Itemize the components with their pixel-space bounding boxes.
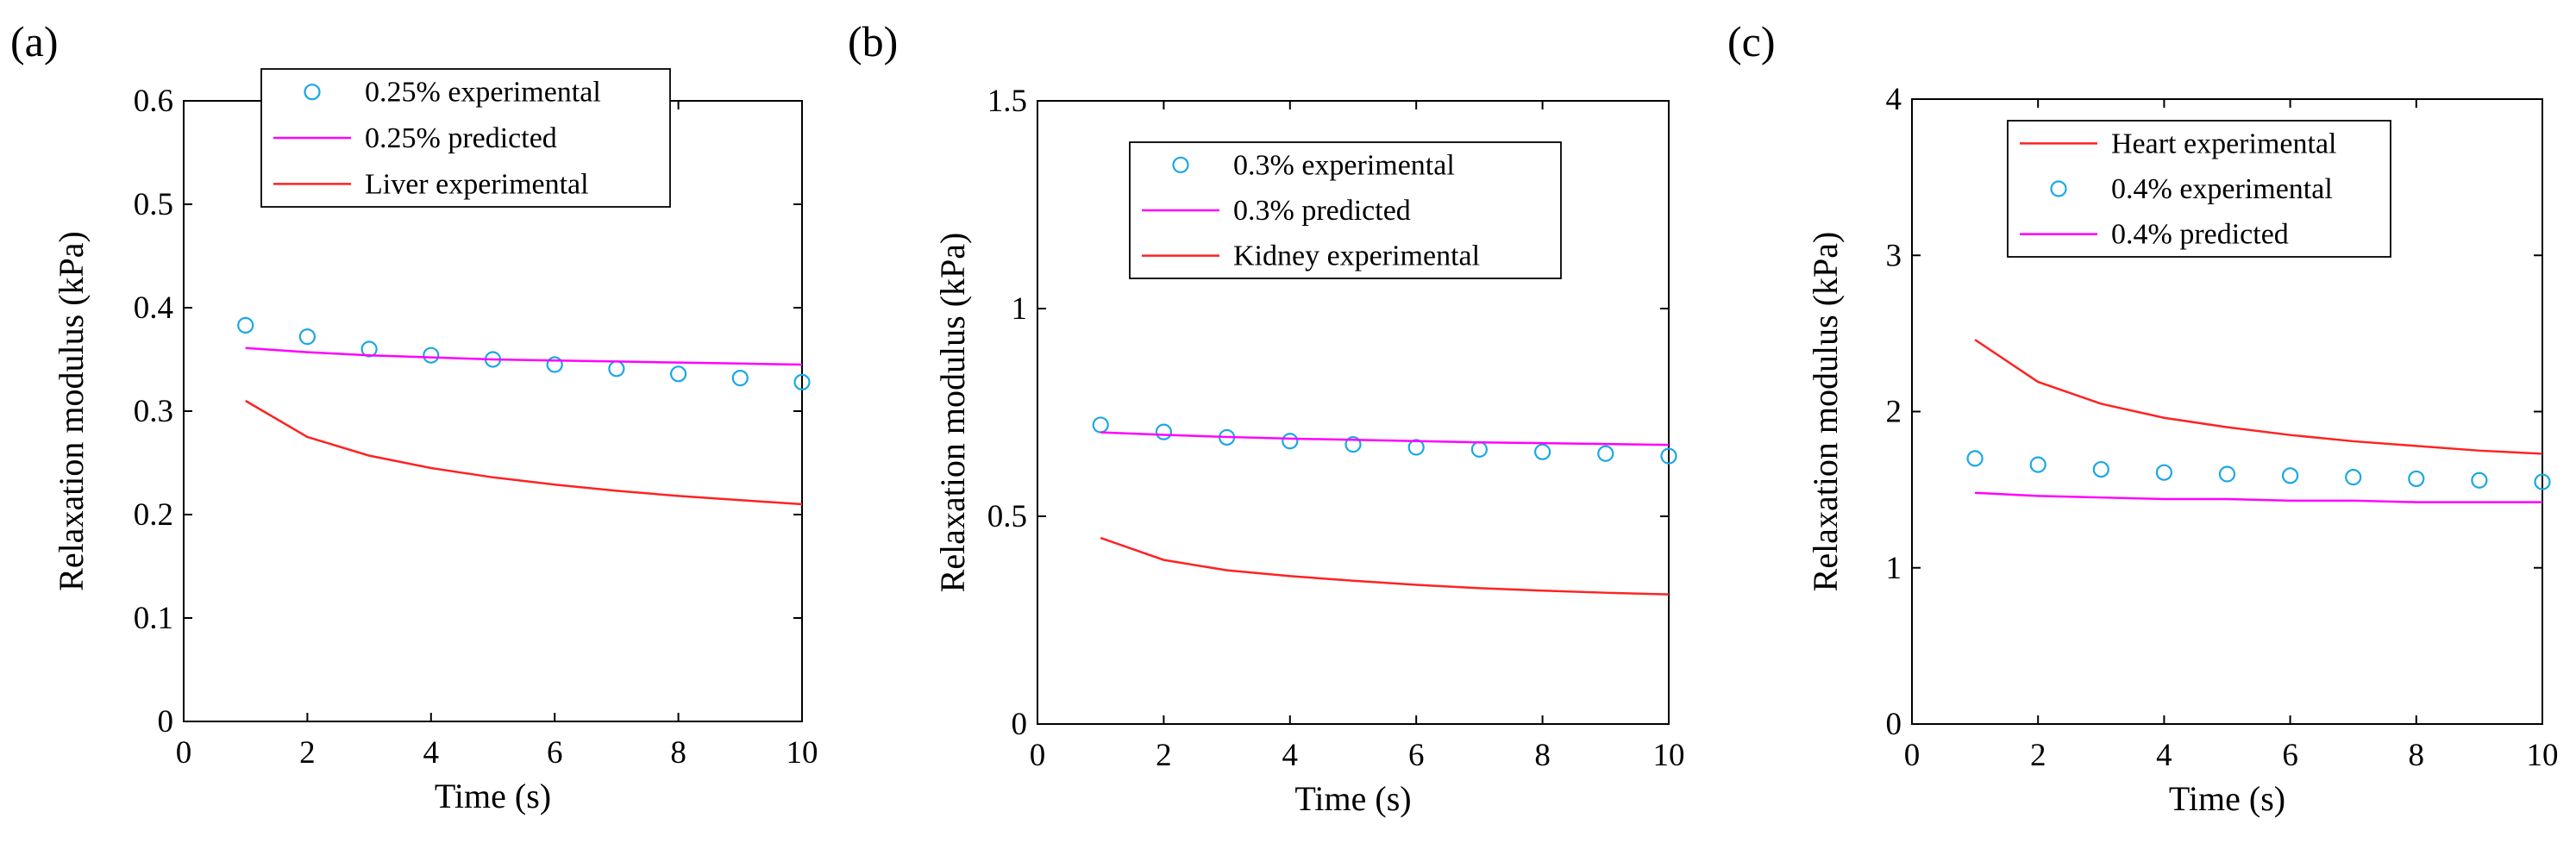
x-tick-label: 6 [1408, 738, 1425, 773]
y-tick-label: 0.5 [987, 499, 1027, 534]
panel-b: (b) 0 2 4 6 8 10 0 0.5 1 1.5 Time (s) Relaxation mod… [848, 17, 1685, 818]
panel-letter: (a) [10, 17, 59, 66]
data-point-0-25-experimental [360, 340, 378, 358]
data-point-0-25-experimental [423, 346, 440, 364]
series-line-0-25-predicted [245, 346, 803, 366]
y-tick-label: 1 [1886, 551, 1902, 586]
x-tick-label: 6 [547, 735, 563, 771]
legend-label: 0.3% predicted [1233, 195, 1411, 227]
x-tick-label: 8 [670, 735, 686, 771]
y-tick-label: 0.3 [134, 394, 173, 429]
x-tick-label: 4 [1282, 738, 1299, 773]
x-tick-label: 2 [2030, 738, 2046, 773]
y-axis-label: Relaxation modulus (kPa) [52, 231, 91, 591]
series-line-heart-experimental [1974, 339, 2543, 455]
y-tick-label: 0.4 [134, 290, 173, 326]
legend-swatch-marker [304, 84, 321, 101]
y-tick-label: 0.1 [134, 601, 173, 636]
y-tick-label: 1 [1012, 291, 1028, 327]
data-point-0-25-experimental [793, 373, 811, 390]
x-tick-label: 10 [1653, 738, 1685, 773]
data-point-0-4-experimental [2534, 473, 2551, 490]
x-tick-label: 2 [299, 735, 316, 771]
x-tick-label: 0 [1030, 738, 1046, 773]
data-point-0-4-experimental [2345, 469, 2362, 486]
data-point-0-4-experimental [2471, 471, 2488, 489]
legend-label: 0.25% experimental [365, 77, 601, 109]
y-tick-label: 1.5 [987, 84, 1027, 119]
data-point-0-3-experimental [1533, 443, 1551, 460]
y-tick-label: 0.5 [134, 187, 173, 222]
x-tick-label: 0 [176, 735, 192, 771]
legend-label: 0.4% predicted [2111, 219, 2289, 251]
data-point-0-25-experimental [608, 360, 625, 378]
data-point-0-3-experimental [1344, 436, 1362, 453]
x-tick-label: 6 [2282, 738, 2298, 773]
data-point-0-4-experimental [1966, 450, 1984, 467]
y-axis-label: Relaxation modulus (kPa) [933, 233, 972, 593]
x-tick-label: 0 [1904, 738, 1921, 773]
data-point-0-3-experimental [1155, 423, 1173, 440]
panel-letter: (b) [848, 17, 898, 66]
data-point-0-4-experimental [2218, 465, 2236, 483]
data-point-0-25-experimental [731, 370, 749, 387]
legend-label: 0.4% experimental [2111, 173, 2333, 205]
y-tick-label: 0 [158, 704, 174, 740]
x-axis-label: Time (s) [1294, 779, 1411, 818]
series-line-liver-experimental [245, 399, 803, 506]
legend-label: Heart experimental [2111, 128, 2336, 159]
x-tick-label: 10 [2527, 738, 2559, 773]
data-point-0-4-experimental [2408, 470, 2425, 488]
x-tick-label: 8 [2409, 738, 2425, 773]
y-tick-label: 0 [1012, 707, 1028, 742]
data-point-0-25-experimental [546, 356, 563, 373]
series-line-0-3-predicted [1100, 431, 1670, 446]
legend-label: Kidney experimental [1233, 240, 1480, 272]
x-tick-label: 4 [423, 735, 440, 771]
y-tick-label: 0 [1886, 707, 1902, 742]
data-point-0-3-experimental [1407, 439, 1425, 456]
data-point-0-3-experimental [1470, 440, 1489, 458]
data-point-0-3-experimental [1660, 447, 1677, 465]
data-point-0-25-experimental [237, 316, 254, 334]
y-tick-label: 0.6 [134, 84, 173, 119]
legend-swatch-marker [1172, 156, 1189, 173]
data-point-0-3-experimental [1282, 433, 1299, 450]
legend-label: Liver experimental [365, 168, 589, 200]
data-point-0-3-experimental [1092, 416, 1109, 434]
y-tick-label: 0.2 [134, 497, 173, 533]
data-point-0-25-experimental [669, 365, 687, 383]
x-tick-label: 2 [1156, 738, 1172, 773]
y-tick-label: 3 [1886, 238, 1902, 273]
panel-a: (a) 0 2 4 6 8 10 0 0.1 0.2 0.3 0.4 0.5 0.6 Time (s) Rel… [10, 17, 818, 815]
data-point-0-25-experimental [298, 328, 316, 346]
data-point-0-4-experimental [2282, 467, 2299, 484]
y-tick-label: 4 [1886, 82, 1902, 117]
x-tick-label: 8 [1534, 738, 1551, 773]
x-axis-label: Time (s) [2169, 779, 2285, 818]
series-line-0-4-predicted [1975, 491, 2542, 503]
series-line-kidney-experimental [1100, 536, 1670, 596]
axes-box [1037, 100, 1670, 725]
data-point-0-3-experimental [1597, 445, 1614, 462]
legend-label: 0.3% experimental [1233, 149, 1455, 181]
data-point-0-4-experimental [2029, 456, 2046, 473]
y-axis-label: Relaxation modulus (kPa) [1806, 232, 1845, 592]
data-point-0-4-experimental [2092, 460, 2109, 478]
panel-c: (c) 0 2 4 6 8 10 0 1 2 3 4 Time (s) Relaxation modulu… [1727, 17, 2559, 818]
x-tick-label: 4 [2156, 738, 2172, 773]
panel-letter: (c) [1727, 17, 1776, 66]
x-axis-label: Time (s) [435, 777, 551, 815]
legend-swatch-marker [2050, 180, 2067, 197]
x-tick-label: 10 [787, 735, 818, 771]
data-point-0-4-experimental [2155, 464, 2172, 481]
y-tick-label: 2 [1886, 395, 1902, 430]
legend-label: 0.25% predicted [365, 122, 557, 154]
